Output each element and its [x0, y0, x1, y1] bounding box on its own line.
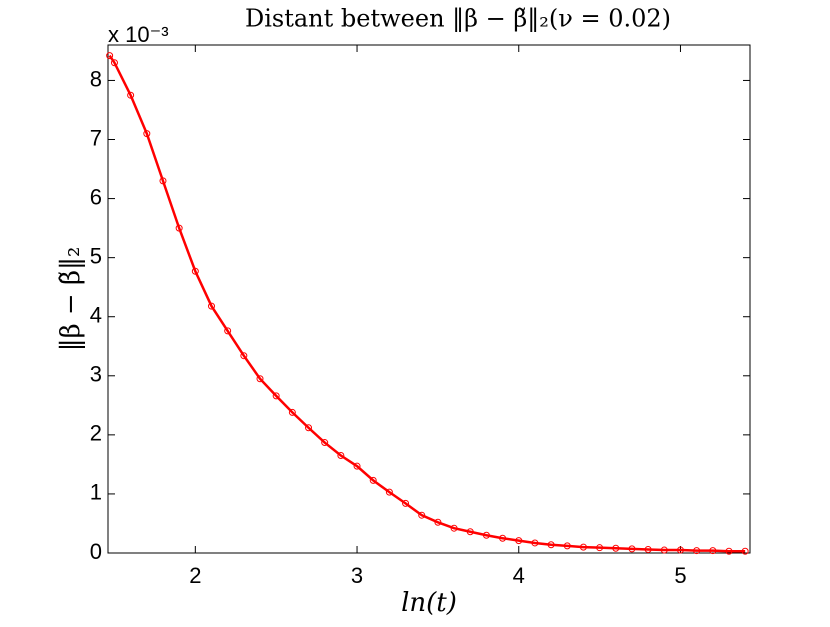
- data-point: [321, 439, 329, 447]
- data-point: [272, 392, 280, 400]
- data-point: [563, 542, 571, 550]
- data-point: [693, 547, 701, 555]
- data-point: [466, 528, 474, 536]
- y-tick-label: 8: [90, 66, 102, 91]
- data-point: [499, 534, 507, 542]
- x-tick-label: 3: [351, 563, 363, 588]
- x-axis-label: ln(t): [401, 588, 457, 618]
- y-tick-label: 0: [90, 539, 102, 564]
- data-point: [596, 544, 604, 552]
- data-line: [108, 54, 746, 553]
- y-tick-label: 6: [90, 184, 102, 209]
- data-point: [175, 224, 183, 232]
- x-tick-label: 5: [674, 563, 686, 588]
- data-point: [127, 91, 135, 99]
- y-tick-label: 7: [90, 125, 102, 150]
- data-point: [418, 511, 426, 519]
- y-axis-label: ‖β − β̃‖₂: [56, 247, 86, 352]
- data-point: [369, 476, 377, 484]
- y-tick-label: 4: [90, 303, 102, 328]
- chart-title: Distant between ‖β − β̃‖₂(ν = 0.02): [245, 5, 671, 34]
- data-point: [207, 302, 215, 310]
- data-point: [191, 267, 199, 275]
- data-point: [110, 59, 118, 67]
- data-point: [224, 327, 232, 335]
- data-point: [741, 547, 749, 555]
- data-point: [660, 546, 668, 554]
- data-point: [450, 524, 458, 532]
- data-point: [402, 499, 410, 507]
- data-point: [725, 547, 733, 555]
- y-tick-label: 2: [90, 421, 102, 446]
- data-point: [482, 531, 490, 539]
- data-point: [353, 462, 361, 470]
- data-point: [579, 543, 587, 551]
- data-point: [240, 352, 248, 360]
- data-point: [547, 541, 555, 549]
- data-point: [628, 545, 636, 553]
- data-point: [515, 537, 523, 545]
- y-tick-label: 5: [90, 243, 102, 268]
- data-point: [256, 375, 264, 383]
- x-tick-label: 4: [513, 563, 525, 588]
- data-point: [531, 539, 539, 547]
- y-tick-label: 3: [90, 362, 102, 387]
- data-point: [676, 546, 684, 554]
- data-point: [434, 518, 442, 526]
- plot-box: [107, 44, 751, 554]
- data-point: [305, 424, 313, 432]
- data-point: [143, 130, 151, 138]
- x-tick-label: 2: [189, 563, 201, 588]
- data-point: [159, 177, 167, 185]
- y-multiplier: x 10⁻³: [108, 22, 169, 47]
- data-point: [385, 488, 393, 496]
- data-point: [106, 52, 114, 60]
- data-point: [288, 408, 296, 416]
- data-point: [337, 452, 345, 460]
- data-point: [709, 547, 717, 555]
- data-point: [644, 545, 652, 553]
- y-tick-label: 1: [90, 480, 102, 505]
- data-point: [612, 544, 620, 552]
